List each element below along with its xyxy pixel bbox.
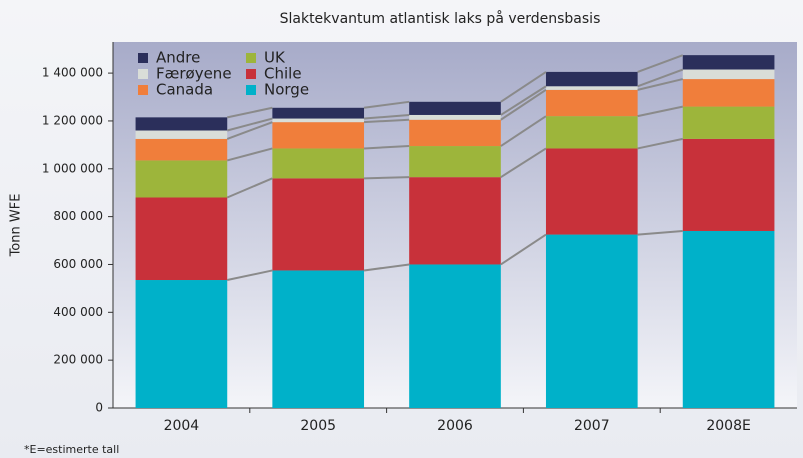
bar-segment	[409, 146, 501, 178]
connector	[637, 78, 684, 91]
bar-segment	[545, 71, 638, 87]
connector	[227, 106, 273, 119]
bar-segment	[272, 118, 365, 123]
connector	[500, 233, 547, 266]
y-tick-label: 600 000	[53, 257, 103, 271]
x-tick-label: 2008E	[706, 418, 750, 434]
y-tick-label: 1 400 000	[42, 66, 103, 80]
bar-segment	[272, 270, 365, 408]
legend-swatch	[138, 85, 148, 95]
legend-label: Andre	[156, 49, 200, 67]
bar-segment	[135, 130, 228, 139]
legend-label: UK	[264, 49, 286, 67]
bar-segment	[135, 160, 228, 198]
legend-label: Canada	[156, 81, 213, 99]
y-tick-label: 200 000	[53, 353, 103, 367]
connector	[226, 147, 273, 162]
connector	[637, 229, 683, 236]
footnote: *E=estimerte tall	[24, 443, 119, 456]
connector	[363, 113, 410, 120]
bar-segment	[409, 177, 501, 265]
legend-label: Norge	[264, 81, 309, 99]
bar-segment	[409, 264, 501, 408]
y-tick-label: 800 000	[53, 209, 103, 223]
bar-segment	[682, 230, 775, 408]
chart-title: Slaktekvantum atlantisk laks på verdensb…	[280, 10, 601, 27]
connector	[500, 71, 547, 103]
connector	[364, 176, 410, 180]
bar-segment	[135, 138, 228, 161]
bar-segment	[272, 122, 365, 149]
x-tick-label: 2004	[164, 418, 200, 434]
bar-segment	[272, 148, 365, 179]
connector	[637, 54, 684, 73]
bar-segment	[409, 119, 501, 147]
connector	[363, 118, 410, 124]
connector	[637, 105, 683, 118]
legend-label: Færøyene	[156, 65, 232, 83]
bar-segment	[682, 138, 775, 231]
bar-segment	[682, 69, 775, 80]
x-tick-label: 2005	[300, 418, 336, 434]
legend-swatch	[246, 69, 256, 79]
bar-segment	[272, 107, 365, 119]
bar-segment	[135, 280, 228, 408]
legend-swatch	[246, 53, 256, 63]
y-tick-label: 400 000	[53, 305, 103, 319]
connector	[226, 121, 273, 140]
bar-segment	[135, 117, 228, 131]
bar-segment	[545, 148, 638, 235]
connector	[500, 147, 547, 179]
bar-segment	[135, 197, 228, 281]
bar-segment	[682, 55, 775, 70]
connector	[227, 269, 273, 281]
bar-segment	[409, 114, 501, 120]
bar-segment	[545, 89, 638, 117]
connector	[500, 85, 547, 116]
y-tick-label: 0	[95, 401, 103, 415]
bar-segment	[409, 101, 501, 115]
x-tick-label: 2006	[437, 418, 473, 434]
connector	[500, 89, 547, 121]
connector	[363, 263, 410, 272]
connector	[363, 145, 410, 150]
legend-swatch	[138, 69, 148, 79]
connector	[226, 117, 273, 132]
connector	[363, 100, 410, 109]
bar-segment	[545, 116, 638, 149]
connector	[637, 68, 684, 88]
connector	[637, 137, 683, 150]
connector	[226, 177, 273, 199]
legend-label: Chile	[264, 65, 302, 83]
legend-swatch	[246, 85, 256, 95]
bar-segment	[545, 86, 638, 90]
connector	[500, 115, 547, 147]
bar-segment	[545, 234, 638, 408]
x-tick-label: 2007	[574, 418, 610, 434]
y-tick-label: 1 000 000	[42, 161, 103, 175]
y-tick-label: 1 200 000	[42, 113, 103, 127]
bar-segment	[682, 79, 775, 107]
y-axis-label: Tonn WFE	[9, 194, 24, 258]
bar-segment	[272, 178, 365, 271]
bar-segment	[682, 106, 775, 139]
legend-swatch	[138, 53, 148, 63]
